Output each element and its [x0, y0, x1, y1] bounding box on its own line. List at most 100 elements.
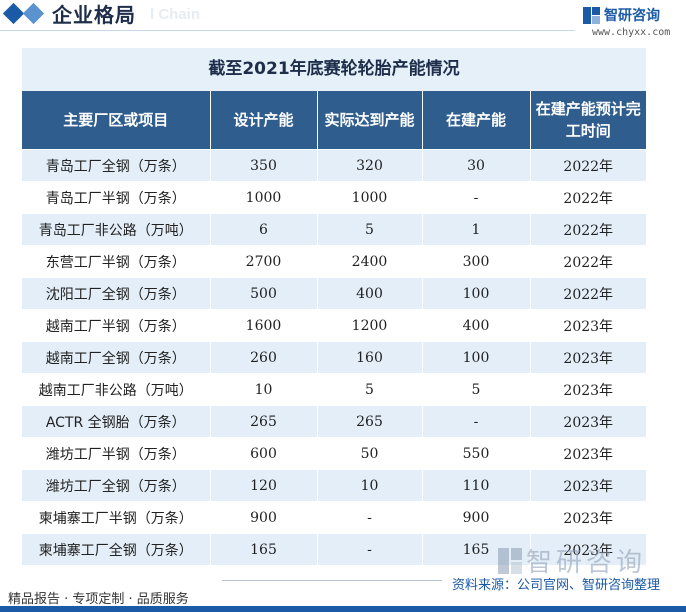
value-cell: 2023年 — [530, 533, 646, 565]
table-row: 沈阳工厂全钢（万条） 500 400 100 2022年 — [22, 277, 646, 310]
footer-slogan: 精品报告 · 专项定制 · 品质服务 — [8, 592, 189, 607]
value-cell: 5 — [317, 213, 423, 246]
column-header: 在建产能 — [422, 91, 531, 150]
capacity-table-panel: 截至2021年底赛轮轮胎产能情况 主要厂区或项目 设计产能 实际达到产能 在建产… — [22, 48, 646, 565]
value-cell: 600 — [210, 437, 318, 470]
footer-source: 资料来源：公司官网、智研咨询整理 — [452, 578, 661, 593]
value-cell: 2023年 — [530, 341, 646, 374]
value-cell: 10 — [317, 469, 423, 502]
footer-bar — [0, 606, 686, 612]
value-cell: 2023年 — [530, 469, 646, 502]
value-cell: 2400 — [317, 245, 423, 278]
table-row: 柬埔寨工厂半钢（万条） 900-900 2023年 — [22, 501, 646, 534]
value-cell: 5 — [317, 373, 423, 406]
value-cell: 400 — [317, 277, 423, 310]
logo-mark-icon — [583, 6, 600, 24]
faded-watermark-text: l Chain — [150, 6, 201, 23]
value-cell: 2022年 — [530, 213, 646, 246]
table-row: 潍坊工厂全钢（万条） 120 10 110 2023年 — [22, 469, 646, 502]
row-label-cell: 越南工厂半钢（万条） — [22, 309, 211, 342]
table-row: 青岛工厂半钢（万条） 1000 1000-2022年 — [22, 181, 646, 214]
value-cell: - — [422, 181, 531, 214]
table-body: 青岛工厂全钢（万条） 350 320 30 2022年 青岛工厂半钢（万条） 1000 100… — [22, 149, 646, 565]
value-cell: 1000 — [317, 181, 423, 214]
value-cell: 900 — [210, 501, 318, 534]
header-divider — [0, 30, 575, 31]
value-cell: 300 — [422, 245, 531, 278]
value-cell: 2023年 — [530, 437, 646, 470]
table-title: 截至2021年底赛轮轮胎产能情况 — [22, 48, 646, 91]
row-label-cell: 柬埔寨工厂半钢（万条） — [22, 501, 211, 534]
brand-logo: 智研咨询 — [583, 5, 660, 25]
value-cell: 30 — [422, 149, 531, 182]
value-cell: 2023年 — [530, 501, 646, 534]
value-cell: 2023年 — [530, 405, 646, 438]
value-cell: 6 — [210, 213, 318, 246]
table-row: 越南工厂半钢（万条） 1600 1200 400 2023年 — [22, 309, 646, 342]
table-row: 潍坊工厂半钢（万条） 600 50 550 2023年 — [22, 437, 646, 470]
value-cell: 1200 — [317, 309, 423, 342]
value-cell: 1000 — [210, 181, 318, 214]
value-cell: 2022年 — [530, 277, 646, 310]
value-cell: 1 — [422, 213, 531, 246]
value-cell: 265 — [210, 405, 318, 438]
value-cell: 160 — [317, 341, 423, 374]
value-cell: 900 — [422, 501, 531, 534]
value-cell: 2023年 — [530, 373, 646, 406]
logo-mark-icon — [498, 547, 522, 574]
table-row: 青岛工厂非公路（万吨） 6 5 1 2022年 — [22, 213, 646, 246]
value-cell: 2023年 — [530, 309, 646, 342]
site-url: www.chyxx.com — [592, 27, 671, 38]
row-label-cell: 越南工厂非公路（万吨） — [22, 373, 211, 406]
table-row: ACTR 全钢胎（万条） 265 265-2023年 — [22, 405, 646, 438]
value-cell: 550 — [422, 437, 531, 470]
value-cell: 120 — [210, 469, 318, 502]
row-label-cell: 青岛工厂全钢（万条） — [22, 149, 211, 182]
value-cell: 5 — [422, 373, 531, 406]
value-cell: 350 — [210, 149, 318, 182]
value-cell: 500 — [210, 277, 318, 310]
table-row: 青岛工厂全钢（万条） 350 320 30 2022年 — [22, 149, 646, 182]
row-label-cell: 越南工厂全钢（万条） — [22, 341, 211, 374]
value-cell: 100 — [422, 341, 531, 374]
row-label-cell: 潍坊工厂全钢（万条） — [22, 469, 211, 502]
page-header: 企业格局 l Chain 智研咨询 www.chyxx.com — [0, 0, 686, 46]
value-cell: 1600 — [210, 309, 318, 342]
value-cell: 10 — [210, 373, 318, 406]
value-cell: 2022年 — [530, 181, 646, 214]
value-cell: 110 — [422, 469, 531, 502]
table-header-row: 主要厂区或项目 设计产能 实际达到产能 在建产能 在建产能预计完工时间 — [22, 91, 646, 150]
row-label-cell: 潍坊工厂半钢（万条） — [22, 437, 211, 470]
value-cell: 165 — [210, 533, 318, 565]
table-row: 越南工厂非公路（万吨） 10 5 5 2023年 — [22, 373, 646, 406]
value-cell: 400 — [422, 309, 531, 342]
value-cell: 2022年 — [530, 149, 646, 182]
row-label-cell: 青岛工厂非公路（万吨） — [22, 213, 211, 246]
capacity-table: 主要厂区或项目 设计产能 实际达到产能 在建产能 在建产能预计完工时间 青岛工厂… — [22, 91, 646, 565]
table-row: 东营工厂半钢（万条） 2700 2400 300 2022年 — [22, 245, 646, 278]
logo-text: 智研咨询 — [604, 8, 660, 24]
table-row: 柬埔寨工厂全钢（万条） 165-165 2023年 — [22, 533, 646, 565]
footer-divider — [222, 580, 442, 581]
value-cell: - — [422, 405, 531, 438]
diamond-icon — [22, 2, 45, 25]
value-cell: 2700 — [210, 245, 318, 278]
value-cell: 265 — [317, 405, 423, 438]
column-header: 实际达到产能 — [317, 91, 423, 150]
value-cell: - — [317, 533, 423, 565]
value-cell: 2022年 — [530, 245, 646, 278]
value-cell: 100 — [422, 277, 531, 310]
value-cell: - — [317, 501, 423, 534]
column-header: 主要厂区或项目 — [22, 91, 211, 150]
column-header: 设计产能 — [210, 91, 318, 150]
row-label-cell: 沈阳工厂全钢（万条） — [22, 277, 211, 310]
table-row: 越南工厂全钢（万条） 260 160 100 2023年 — [22, 341, 646, 374]
value-cell: 320 — [317, 149, 423, 182]
row-label-cell: 东营工厂半钢（万条） — [22, 245, 211, 278]
row-label-cell: 柬埔寨工厂全钢（万条） — [22, 533, 211, 565]
row-label-cell: ACTR 全钢胎（万条） — [22, 405, 211, 438]
watermark-logo-text: 智研咨询 — [526, 548, 647, 578]
column-header: 在建产能预计完工时间 — [530, 91, 646, 150]
section-title: 企业格局 — [52, 3, 136, 27]
row-label-cell: 青岛工厂半钢（万条） — [22, 181, 211, 214]
